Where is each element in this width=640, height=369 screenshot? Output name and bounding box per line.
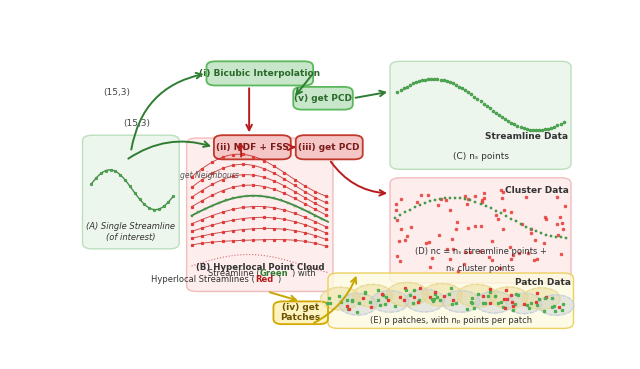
Circle shape bbox=[339, 293, 376, 315]
Text: (iii) get PCD: (iii) get PCD bbox=[298, 143, 360, 152]
Text: get Neighbours: get Neighbours bbox=[180, 171, 238, 180]
FancyBboxPatch shape bbox=[296, 135, 363, 159]
FancyBboxPatch shape bbox=[390, 178, 571, 283]
Text: Red: Red bbox=[255, 275, 273, 284]
Text: Hyperlocal Streamlines (: Hyperlocal Streamlines ( bbox=[151, 275, 255, 284]
Circle shape bbox=[506, 293, 542, 314]
FancyBboxPatch shape bbox=[187, 138, 333, 292]
Text: (A) Single Streamline
(of interest): (A) Single Streamline (of interest) bbox=[86, 223, 175, 242]
Circle shape bbox=[538, 295, 574, 315]
Circle shape bbox=[522, 288, 560, 309]
Text: (E) p patches, with nₚ points per patch: (E) p patches, with nₚ points per patch bbox=[370, 316, 532, 325]
Circle shape bbox=[321, 287, 360, 310]
FancyBboxPatch shape bbox=[390, 61, 571, 169]
Text: Patch Data: Patch Data bbox=[515, 279, 571, 287]
Circle shape bbox=[457, 284, 497, 307]
Text: Green: Green bbox=[260, 269, 289, 278]
Circle shape bbox=[405, 289, 445, 312]
Text: (i) Bicubic Interpolation: (i) Bicubic Interpolation bbox=[199, 69, 321, 78]
FancyBboxPatch shape bbox=[273, 301, 328, 324]
Circle shape bbox=[387, 282, 428, 306]
Circle shape bbox=[442, 291, 480, 312]
Text: (ii) MDF + FSS: (ii) MDF + FSS bbox=[216, 143, 289, 152]
Text: ): ) bbox=[277, 275, 280, 284]
Circle shape bbox=[371, 291, 409, 312]
Text: (C) nₛ points: (C) nₛ points bbox=[452, 152, 509, 161]
Text: (B) Hyperlocal Point Cloud: (B) Hyperlocal Point Cloud bbox=[196, 263, 324, 272]
FancyBboxPatch shape bbox=[207, 61, 313, 86]
Text: Streamline (: Streamline ( bbox=[208, 269, 260, 278]
Circle shape bbox=[490, 287, 528, 308]
Circle shape bbox=[353, 284, 392, 307]
Circle shape bbox=[476, 292, 513, 313]
Text: Cluster Data: Cluster Data bbox=[505, 186, 568, 195]
FancyBboxPatch shape bbox=[214, 135, 291, 159]
FancyBboxPatch shape bbox=[293, 87, 353, 110]
Circle shape bbox=[422, 283, 462, 306]
Text: (iv) get
Patches: (iv) get Patches bbox=[280, 303, 321, 323]
Text: (15,3): (15,3) bbox=[124, 119, 150, 128]
FancyBboxPatch shape bbox=[83, 135, 179, 249]
Text: (D) nᴄ = nₛ streamline points +: (D) nᴄ = nₛ streamline points + bbox=[415, 247, 547, 256]
Text: Streamline Data: Streamline Data bbox=[485, 132, 568, 141]
FancyBboxPatch shape bbox=[328, 273, 573, 328]
Text: ) with: ) with bbox=[292, 269, 316, 278]
Text: (v) get PCD: (v) get PCD bbox=[294, 94, 352, 103]
Text: (15,3): (15,3) bbox=[104, 88, 131, 97]
Text: nₖ cluster points: nₖ cluster points bbox=[446, 264, 515, 273]
